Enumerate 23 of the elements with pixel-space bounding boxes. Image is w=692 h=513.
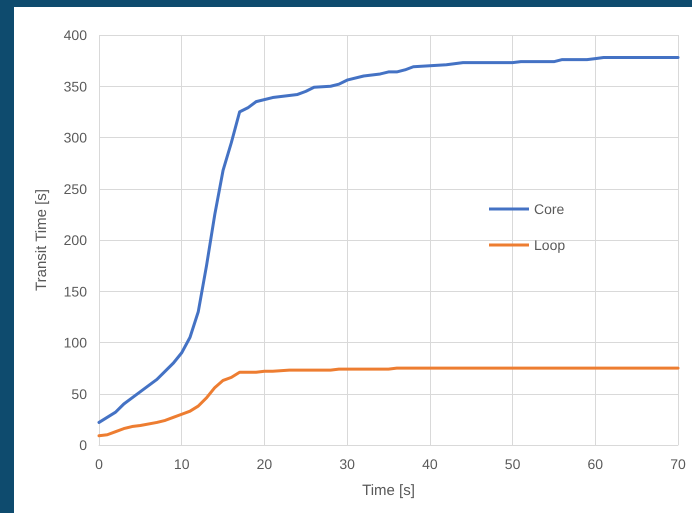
y-tick-label: 400 (64, 27, 88, 43)
x-tick-label: 40 (422, 456, 438, 472)
y-axis-title: Transit Time [s] (33, 189, 50, 291)
line-series (98, 56, 680, 424)
legend-label: Loop (534, 237, 566, 253)
x-tick-label: 30 (339, 456, 356, 472)
x-tick-label: 0 (95, 456, 104, 472)
x-tick-label: 50 (504, 456, 521, 472)
y-tick-label: 0 (79, 437, 88, 453)
x-axis-title: Time [s] (362, 482, 415, 499)
y-tick-label: 200 (64, 232, 88, 248)
y-tick-label: 350 (64, 78, 88, 94)
x-tick-label: 10 (174, 456, 190, 472)
x-tick-label: 60 (587, 456, 604, 472)
y-tick-label: 100 (64, 334, 88, 350)
y-tick-label: 250 (64, 180, 88, 197)
y-tick-label: 50 (71, 386, 88, 402)
y-tick-label: 300 (64, 130, 88, 146)
x-tick-label: 20 (256, 456, 272, 472)
legend-label: Core (534, 201, 565, 217)
x-tick-label: 70 (670, 456, 686, 472)
line-series (98, 366, 680, 438)
y-tick-label: 150 (64, 283, 88, 300)
